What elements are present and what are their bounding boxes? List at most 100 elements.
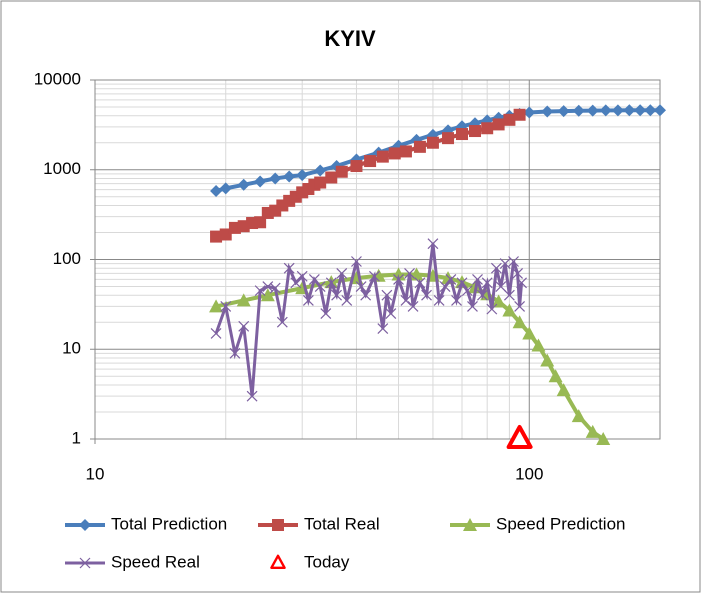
marker [427,238,439,250]
marker [421,289,432,301]
legend-label: Speed Prediction [496,514,625,533]
marker [325,171,338,184]
marker [467,301,478,312]
marker [516,277,527,289]
marker [523,106,536,119]
marker [623,104,636,117]
marker [210,328,222,339]
marker [269,282,281,294]
marker [246,390,258,402]
marker [513,108,526,121]
marker [400,294,412,306]
marker [254,216,267,229]
marker [522,326,537,340]
marker [393,273,404,285]
marker [236,293,251,307]
marker [325,277,337,289]
marker [210,230,223,243]
x-tick-label: 10 [86,464,105,483]
marker [404,267,415,279]
marker [502,303,517,317]
marker [336,267,348,279]
marker [451,294,462,306]
marker [269,172,282,185]
marker [341,294,353,306]
marker [456,128,469,141]
marker [355,281,367,292]
marker [654,104,666,117]
marker [414,277,426,289]
marker [320,308,332,319]
marker [237,178,250,191]
marker [283,170,296,183]
marker [499,258,511,270]
marker [426,136,439,149]
y-tick-label: 10 [62,339,81,358]
marker [486,303,498,315]
marker [469,117,482,130]
marker [571,409,586,423]
marker [260,288,275,302]
marker [491,294,506,308]
marker [476,289,488,301]
marker [481,122,494,135]
marker [314,164,327,177]
x-tick-label: 100 [515,464,543,483]
marker [210,184,223,197]
marker [314,176,327,189]
marker [276,316,288,328]
marker [556,383,571,397]
legend-label: Total Real [304,514,380,533]
marker [369,270,380,282]
chart-title: KYIV [324,26,376,51]
marker [381,289,393,301]
legend-label: Speed Real [111,552,200,571]
y-tick-label: 1000 [43,159,81,178]
marker [229,347,241,359]
marker [492,118,505,131]
marker [413,140,426,153]
marker [472,273,483,285]
marker [461,285,473,297]
marker [385,308,397,319]
marker [331,289,343,301]
marker [335,165,348,178]
marker [314,281,326,292]
marker [407,301,419,312]
marker [585,424,600,438]
marker [456,277,468,289]
marker [557,105,570,118]
marker [254,175,267,188]
marker [503,289,515,301]
marker [351,256,362,267]
legend-marker [272,519,284,531]
marker [469,125,482,138]
legend-marker [79,519,91,531]
marker [572,104,585,117]
marker [377,323,389,334]
marker [391,267,406,281]
marker [540,353,555,367]
marker [220,301,232,312]
marker [433,294,445,306]
marker [283,262,295,274]
marker [506,425,533,449]
marker [302,294,314,306]
marker [541,105,554,118]
marker [399,145,412,158]
marker [514,301,526,312]
legend-label: Today [304,552,350,571]
marker [376,150,389,163]
legend-marker [463,518,477,531]
marker [503,113,516,126]
marker [219,182,232,195]
marker [512,267,524,279]
marker [246,217,259,230]
y-tick-label: 100 [53,249,81,268]
marker [481,277,493,289]
marker [495,281,507,292]
marker [634,104,647,117]
legend-marker [270,554,286,569]
